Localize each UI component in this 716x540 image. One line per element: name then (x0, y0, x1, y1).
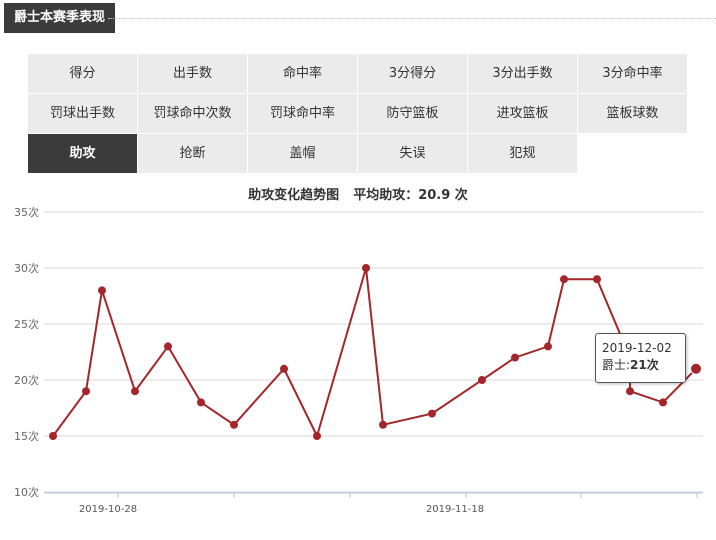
tooltip-value: 21次 (630, 358, 659, 372)
data-point (362, 264, 370, 272)
x-tick-label: 2019-11-18 (426, 504, 484, 515)
data-point (478, 376, 486, 384)
data-point (544, 342, 552, 351)
chart-title-row: 助攻变化趋势图 平均助攻：20.9 次 (0, 184, 716, 203)
section-header: 爵士本赛季表现 (0, 0, 716, 34)
tab-rebounds[interactable]: 篮板球数 (578, 94, 687, 133)
tab-points[interactable]: 得分 (28, 54, 137, 93)
tab-field-goal-pct[interactable]: 命中率 (248, 54, 357, 93)
tab-three-pct[interactable]: 3分命中率 (578, 54, 687, 93)
data-point (659, 398, 667, 407)
section-divider (108, 18, 716, 19)
tab-blocks[interactable]: 盖帽 (248, 134, 357, 173)
data-point (230, 420, 238, 429)
tooltip-date: 2019-12-02 (602, 341, 672, 355)
tab-fouls[interactable]: 犯规 (468, 134, 577, 173)
tab-three-points[interactable]: 3分得分 (358, 54, 467, 93)
data-point (164, 342, 172, 351)
data-point (379, 420, 387, 429)
data-point (428, 409, 436, 418)
y-tick-label: 15次 (14, 429, 39, 443)
y-tick-label: 10次 (14, 485, 39, 499)
tab-free-throw-attempts[interactable]: 罚球出手数 (28, 94, 137, 133)
x-tick-label: 2019-10-28 (79, 504, 137, 515)
data-point (82, 387, 90, 396)
data-point (593, 275, 601, 284)
average-label: 平均助攻： (353, 188, 419, 203)
y-tick-label: 20次 (14, 373, 39, 387)
data-point (98, 286, 106, 295)
data-point (511, 353, 519, 362)
data-point (690, 362, 702, 375)
section-title: 爵士本赛季表现 (4, 3, 116, 33)
tab-assists[interactable]: 助攻 (28, 134, 137, 173)
tab-offensive-rebounds[interactable]: 进攻篮板 (468, 94, 577, 133)
chart-title: 助攻变化趋势图 (248, 188, 340, 203)
tab-three-attempts[interactable]: 3分出手数 (468, 54, 577, 93)
y-tick-label: 25次 (14, 317, 39, 331)
y-tick-label: 35次 (14, 205, 39, 219)
tab-defensive-rebounds[interactable]: 防守篮板 (358, 94, 467, 133)
average-value: 20.9 次 (418, 188, 468, 203)
tab-free-throw-pct[interactable]: 罚球命中率 (248, 94, 357, 133)
data-point (313, 432, 321, 440)
tab-turnovers[interactable]: 失误 (358, 134, 467, 173)
data-tooltip: 2019-12-02 爵士:21次 (595, 333, 686, 383)
y-tick-label: 30次 (14, 261, 39, 275)
tab-steals[interactable]: 抢断 (138, 134, 247, 173)
data-point (49, 432, 57, 440)
data-point (626, 387, 634, 396)
tab-field-goal-attempts[interactable]: 出手数 (138, 54, 247, 93)
data-point (560, 275, 568, 284)
data-point (197, 398, 205, 407)
tooltip-label: 爵士: (602, 358, 631, 372)
data-point (280, 364, 288, 373)
tooltip-line: 爵士:21次 (602, 357, 685, 374)
tab-free-throws-made[interactable]: 罚球命中次数 (138, 94, 247, 133)
data-point (131, 387, 139, 396)
